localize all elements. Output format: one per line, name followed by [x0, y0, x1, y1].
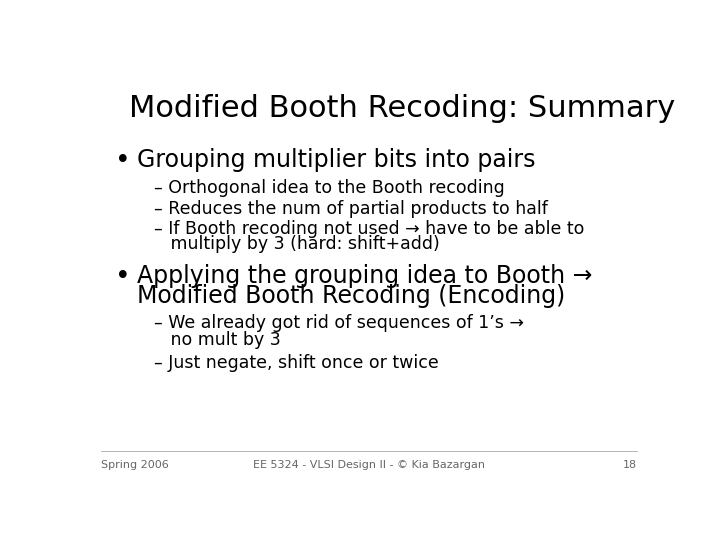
Text: Spring 2006: Spring 2006	[101, 460, 169, 470]
Text: – Orthogonal idea to the Booth recoding: – Orthogonal idea to the Booth recoding	[154, 179, 505, 197]
Text: – Reduces the num of partial products to half: – Reduces the num of partial products to…	[154, 199, 548, 218]
Text: no mult by 3: no mult by 3	[154, 331, 281, 349]
Text: – We already got rid of sequences of 1’s →: – We already got rid of sequences of 1’s…	[154, 314, 524, 332]
Text: Grouping multiplier bits into pairs: Grouping multiplier bits into pairs	[138, 148, 536, 172]
Text: EE 5324 - VLSI Design II - © Kia Bazargan: EE 5324 - VLSI Design II - © Kia Bazarga…	[253, 460, 485, 470]
Text: – If Booth recoding not used → have to be able to: – If Booth recoding not used → have to b…	[154, 220, 585, 238]
Text: 18: 18	[623, 460, 637, 470]
Text: •: •	[115, 148, 131, 174]
Text: multiply by 3 (hard: shift+add): multiply by 3 (hard: shift+add)	[154, 235, 440, 253]
Text: – Just negate, shift once or twice: – Just negate, shift once or twice	[154, 354, 439, 372]
Text: •: •	[115, 265, 131, 291]
Text: Modified Booth Recoding: Summary: Modified Booth Recoding: Summary	[129, 94, 675, 123]
Text: Applying the grouping idea to Booth →: Applying the grouping idea to Booth →	[138, 265, 593, 288]
Text: Modified Booth Recoding (Encoding): Modified Booth Recoding (Encoding)	[138, 284, 566, 308]
